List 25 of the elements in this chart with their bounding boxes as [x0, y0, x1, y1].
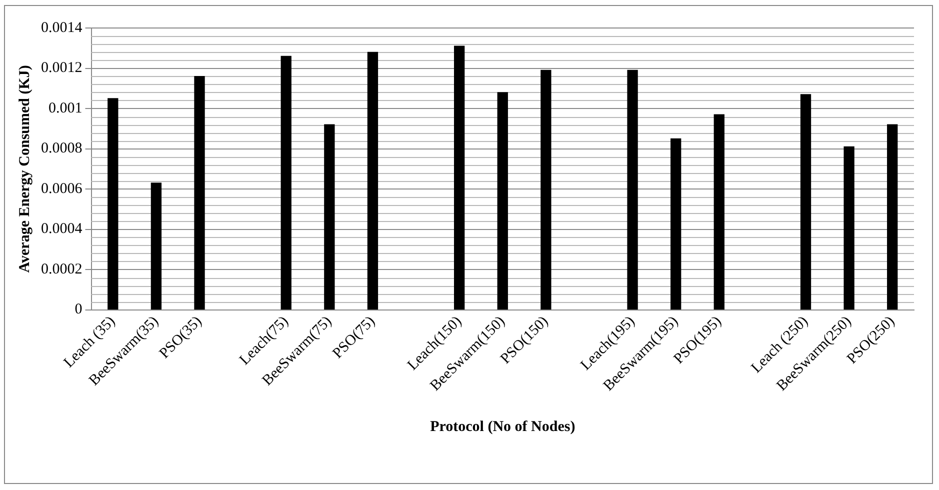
bar [714, 114, 724, 310]
bar [800, 94, 812, 310]
y-tick-label: 0 [74, 302, 82, 318]
x-axis-title: Protocol (No of Nodes) [430, 418, 576, 435]
bar [454, 46, 465, 310]
bar [280, 56, 292, 310]
bar [844, 146, 854, 310]
y-tick-label: 0.0014 [41, 20, 83, 36]
bar [367, 52, 378, 310]
bar [194, 76, 205, 310]
bar [627, 70, 638, 310]
bar [150, 182, 162, 310]
bar [540, 70, 552, 310]
bar [670, 138, 682, 310]
y-tick-label: 0.0004 [41, 221, 83, 238]
bar [887, 124, 898, 310]
bar [108, 98, 118, 310]
y-tick-label: 0.0012 [41, 60, 82, 76]
y-tick-label: 0.0006 [41, 180, 83, 197]
y-tick-label: 0.0002 [41, 261, 82, 278]
y-tick-label: 0.001 [48, 100, 82, 116]
bar [497, 92, 508, 310]
y-tick-label: 0.0008 [41, 140, 82, 157]
bar [324, 124, 335, 310]
y-axis-title: Average Energy Consumed (KJ) [16, 65, 33, 273]
